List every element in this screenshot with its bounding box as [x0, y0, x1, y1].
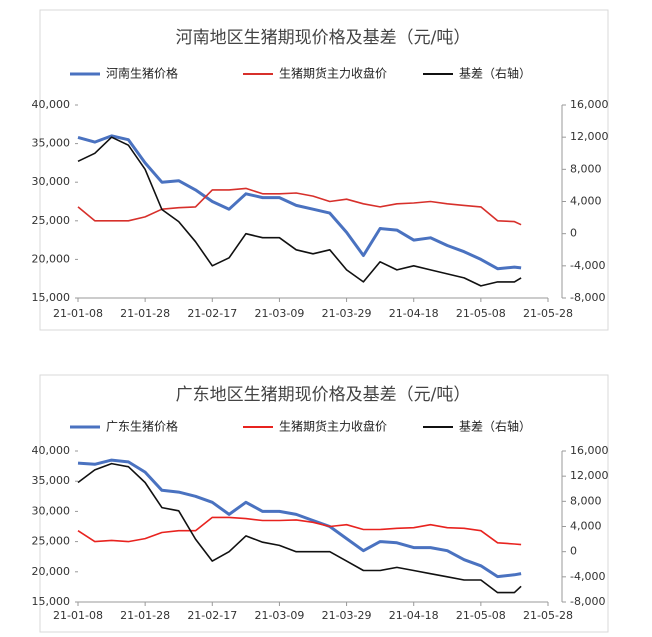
y-tick-label: 20,000 — [32, 565, 71, 578]
y-tick-label: 25,000 — [32, 214, 71, 227]
y2-tick-label: 16,000 — [570, 444, 609, 457]
x-tick-label: 21-03-29 — [322, 307, 372, 320]
y-tick-label: 35,000 — [32, 474, 71, 487]
x-tick-label: 21-05-08 — [456, 307, 506, 320]
chart-title: 河南地区生猪期现价格及基差（元/吨） — [176, 28, 471, 48]
legend-label: 生猪期货主力收盘价 — [279, 66, 387, 81]
y2-tick-label: 12,000 — [570, 130, 609, 143]
y-tick-label: 20,000 — [32, 252, 71, 265]
x-tick-label: 21-02-17 — [187, 609, 237, 622]
x-tick-label: 21-05-08 — [456, 609, 506, 622]
x-tick-label: 21-04-18 — [389, 307, 439, 320]
x-tick-label: 21-01-08 — [53, 609, 103, 622]
y2-tick-label: -4,000 — [570, 259, 605, 272]
y-tick-label: 15,000 — [32, 595, 71, 608]
chart-title: 广东地区生猪期现价格及基差（元/吨） — [176, 385, 471, 405]
series-line — [77, 516, 522, 546]
x-tick-label: 21-01-28 — [120, 307, 170, 320]
y2-tick-label: 0 — [570, 545, 577, 558]
y2-tick-label: 12,000 — [570, 469, 609, 482]
y-tick-label: 40,000 — [32, 444, 71, 457]
series-line — [77, 136, 522, 287]
x-tick-label: 21-05-28 — [523, 609, 573, 622]
y2-tick-label: -8,000 — [570, 595, 605, 608]
y2-tick-label: 16,000 — [570, 98, 609, 111]
y-tick-label: 30,000 — [32, 504, 71, 517]
legend-label: 广东生猪价格 — [106, 419, 178, 434]
x-tick-label: 21-01-28 — [120, 609, 170, 622]
x-tick-label: 21-04-18 — [389, 609, 439, 622]
y2-tick-label: 0 — [570, 227, 577, 240]
y2-tick-label: 4,000 — [570, 520, 602, 533]
y-tick-label: 35,000 — [32, 137, 71, 150]
x-tick-label: 21-02-17 — [187, 307, 237, 320]
legend-label: 生猪期货主力收盘价 — [279, 419, 387, 434]
series-line — [77, 134, 522, 271]
x-tick-label: 21-03-09 — [254, 307, 304, 320]
legend-label: 基差（右轴） — [459, 419, 531, 434]
y2-tick-label: 4,000 — [570, 195, 602, 208]
y-tick-label: 30,000 — [32, 175, 71, 188]
series-line — [77, 187, 522, 226]
y-tick-label: 25,000 — [32, 535, 71, 548]
y2-tick-label: 8,000 — [570, 162, 602, 175]
series-line — [77, 462, 522, 594]
series-line — [77, 458, 522, 579]
y2-tick-label: -8,000 — [570, 291, 605, 304]
y-tick-label: 15,000 — [32, 291, 71, 304]
legend-label: 基差（右轴） — [459, 66, 531, 81]
y-tick-label: 40,000 — [32, 98, 71, 111]
x-tick-label: 21-05-28 — [523, 307, 573, 320]
y2-tick-label: -4,000 — [570, 570, 605, 583]
legend-label: 河南生猪价格 — [106, 66, 178, 81]
y2-tick-label: 8,000 — [570, 494, 602, 507]
chart-frame — [39, 374, 609, 633]
x-tick-label: 21-03-09 — [254, 609, 304, 622]
x-tick-label: 21-03-29 — [322, 609, 372, 622]
chart-frame — [39, 9, 609, 331]
x-tick-label: 21-01-08 — [53, 307, 103, 320]
